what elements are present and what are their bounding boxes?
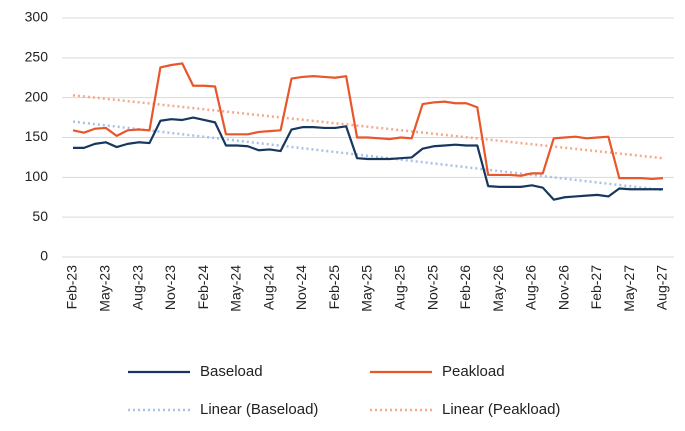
y-tick-label: 50 — [32, 208, 48, 224]
x-tick-label: May-23 — [96, 265, 112, 312]
x-tick-label: Aug-25 — [391, 265, 407, 310]
x-tick-label: Feb-26 — [457, 265, 473, 310]
trendline — [72, 120, 664, 192]
x-tick-label: Aug-26 — [523, 265, 539, 310]
legend-label: Linear (Peakload) — [442, 401, 560, 418]
x-tick-label: Feb-23 — [64, 265, 80, 310]
x-tick-label: May-27 — [621, 265, 637, 312]
y-tick-label: 200 — [25, 88, 49, 104]
legend-label: Peakload — [442, 363, 505, 380]
x-tick-label: Nov-26 — [555, 265, 571, 310]
trendline — [72, 94, 664, 160]
x-tick-label: Nov-25 — [424, 265, 440, 310]
x-tick-label: Feb-27 — [588, 265, 604, 310]
y-tick-label: 300 — [25, 9, 49, 25]
x-tick-label: Aug-27 — [654, 265, 670, 310]
y-tick-label: 250 — [25, 49, 49, 65]
series-line — [73, 116, 663, 201]
legend-label: Baseload — [200, 363, 263, 380]
y-tick-label: 0 — [40, 248, 48, 264]
series-line — [72, 62, 664, 181]
x-tick-label: Aug-24 — [260, 265, 276, 310]
x-tick-label: May-26 — [490, 265, 506, 312]
x-tick-label: Feb-24 — [195, 265, 211, 310]
x-tick-label: Feb-25 — [326, 265, 342, 310]
x-tick-label: May-25 — [359, 265, 375, 312]
x-tick-label: May-24 — [228, 265, 244, 312]
x-tick-label: Nov-23 — [162, 265, 178, 310]
x-tick-label: Aug-23 — [129, 265, 145, 310]
x-tick-label: Nov-24 — [293, 265, 309, 310]
legend-label: Linear (Baseload) — [200, 401, 318, 418]
y-tick-label: 150 — [25, 128, 49, 144]
y-tick-label: 100 — [25, 168, 49, 184]
